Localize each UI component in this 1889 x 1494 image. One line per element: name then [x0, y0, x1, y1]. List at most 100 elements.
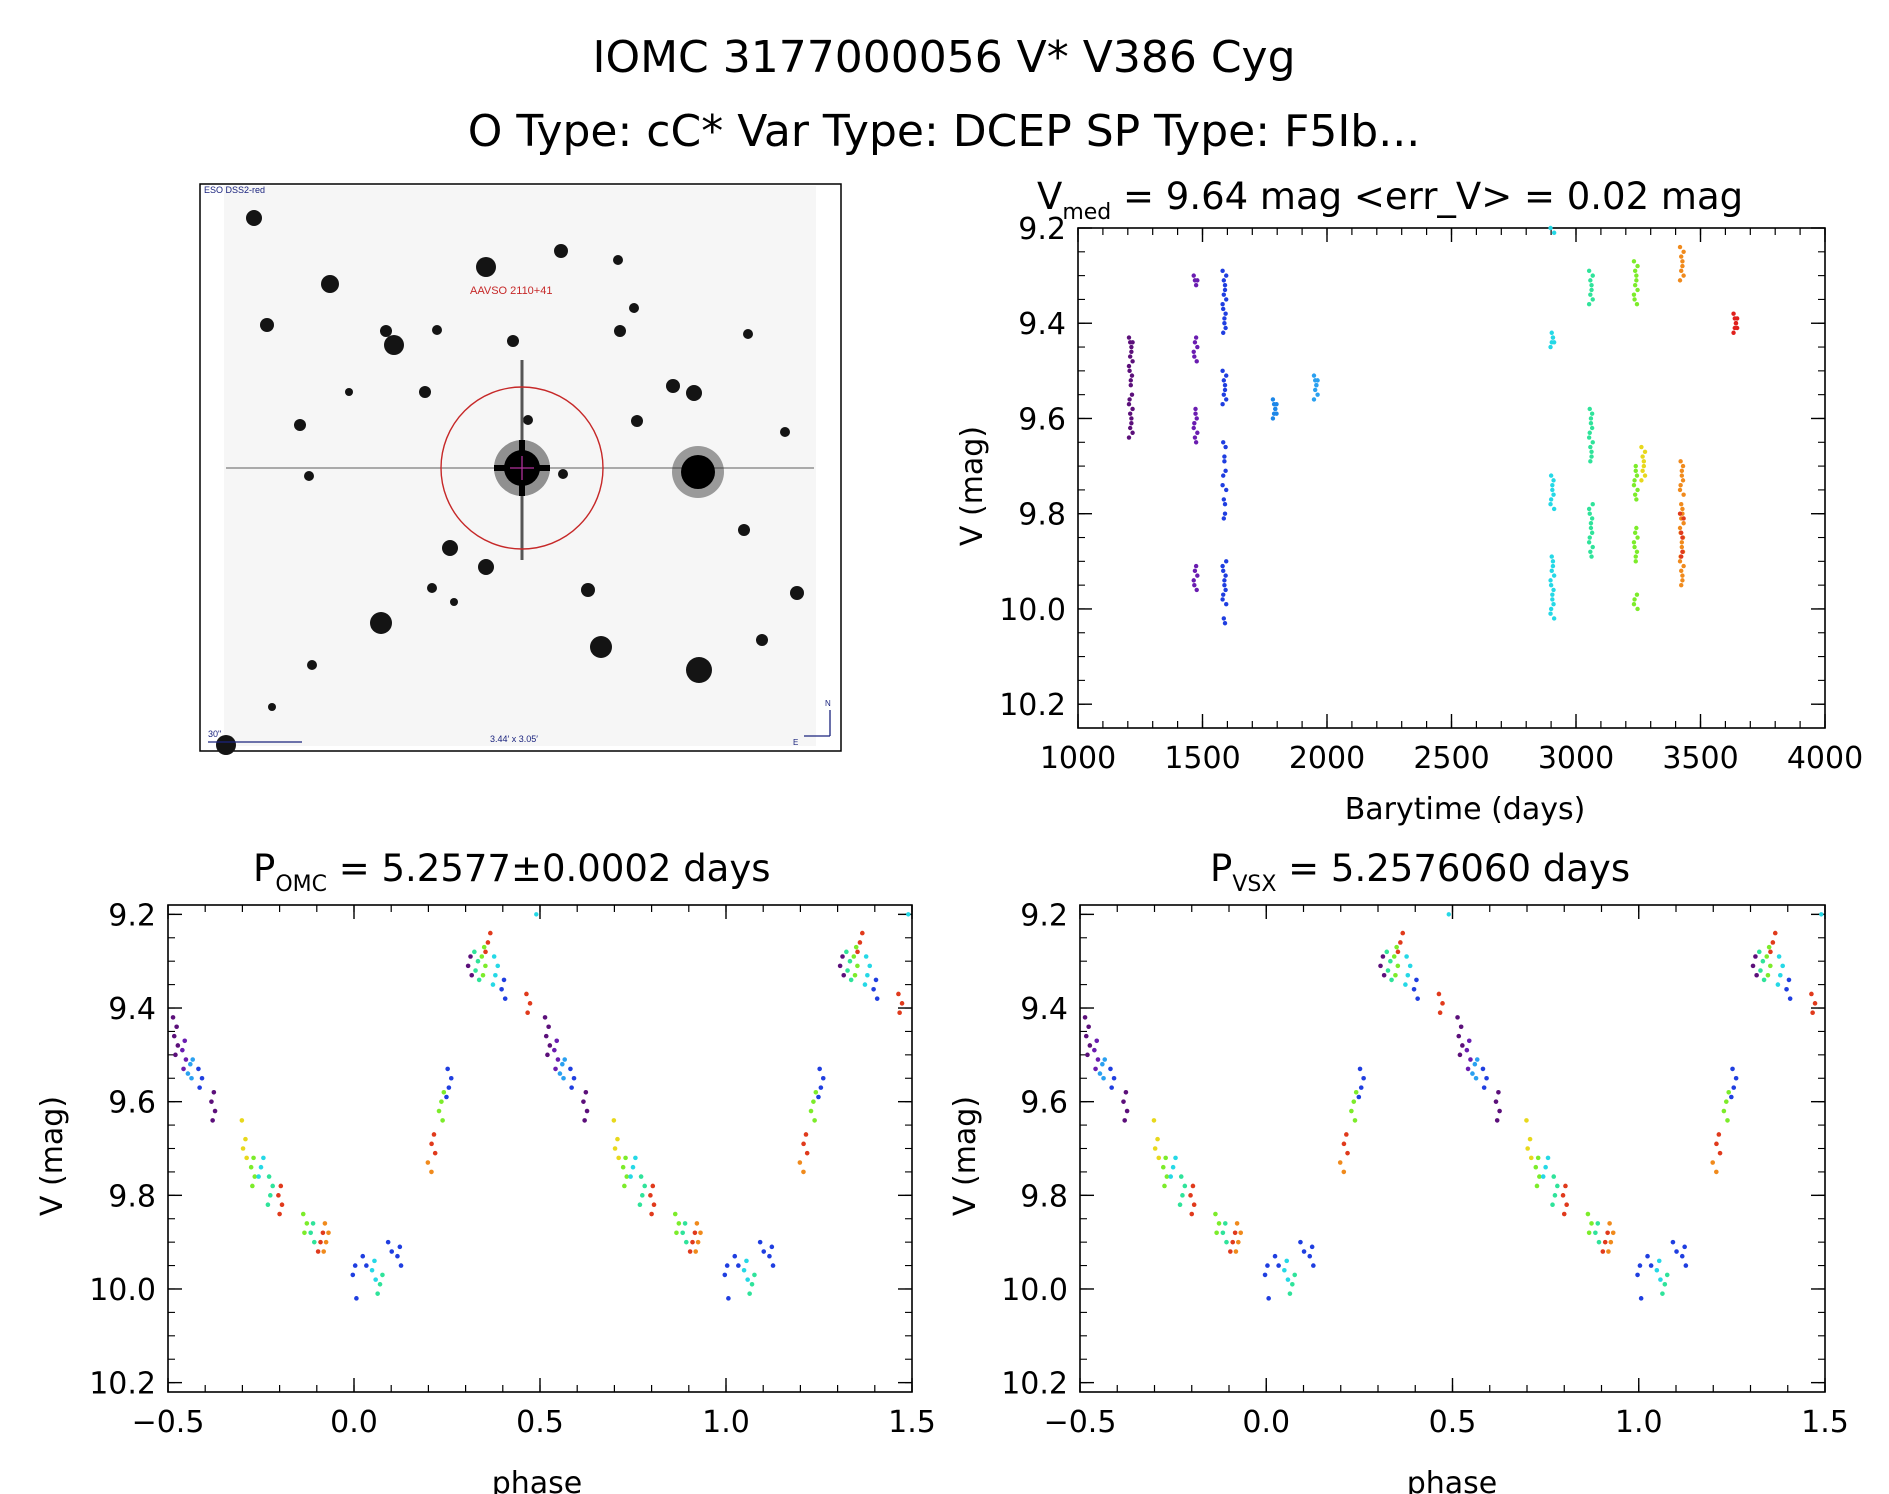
- lightcurve-point: [1589, 554, 1594, 559]
- lightcurve-point: [1223, 573, 1228, 578]
- omc-phase-point: [440, 1118, 445, 1123]
- lightcurve-point: [1129, 349, 1134, 355]
- omc-title-sub: OMC: [275, 872, 327, 897]
- vsx-phase-point: [1607, 1221, 1612, 1226]
- lightcurve-point: [1679, 544, 1685, 550]
- omc-phase-point: [801, 1169, 806, 1175]
- vsx-phase-point: [1648, 1263, 1654, 1268]
- vsx-phase-point: [1403, 982, 1408, 987]
- omc-phase-point: [855, 963, 860, 969]
- lightcurve-point: [1222, 382, 1228, 388]
- field-star: [523, 415, 533, 425]
- vsx-phase-point: [1494, 1118, 1500, 1123]
- lightcurve-point: [1224, 601, 1229, 607]
- field-star: [260, 318, 274, 332]
- vsx-phase-point: [1298, 1239, 1303, 1245]
- vsx-phase-point: [1385, 968, 1391, 973]
- vsx-phase-point: [1378, 963, 1383, 969]
- vsx-phase-point: [1307, 1253, 1313, 1259]
- lightcurve-point: [1274, 411, 1279, 416]
- vsx-phase-point: [1160, 1164, 1166, 1170]
- vsx-phase-point: [1729, 1094, 1734, 1100]
- vsx-phase-point: [1731, 1085, 1737, 1090]
- vsx-phase-point: [1589, 1221, 1594, 1226]
- lightcurve-point: [1680, 463, 1686, 469]
- omc-phase-point: [638, 1174, 644, 1179]
- omc-phase-point: [483, 949, 488, 955]
- vsx-phase-point: [1765, 972, 1771, 978]
- lightcurve-point: [1551, 478, 1556, 483]
- omc-phase-point: [188, 1061, 193, 1067]
- omc-points: [170, 912, 911, 1301]
- vsx-phase-point: [1358, 1085, 1364, 1090]
- lightcurve-point: [1220, 482, 1225, 488]
- lightcurve-point: [1678, 459, 1683, 464]
- vsx-phase-point: [1766, 944, 1772, 950]
- omc-phase-point: [173, 1052, 178, 1058]
- omc-phase-point: [308, 1230, 313, 1236]
- omc-phase-point: [354, 1296, 359, 1301]
- lightcurve-point: [1270, 397, 1276, 402]
- vsx-phase-point: [1545, 1155, 1551, 1161]
- vsx-phase-point: [1087, 1043, 1093, 1048]
- omc-phase-point: [683, 1239, 689, 1245]
- omc-phase-point: [837, 963, 843, 969]
- vsx-phase-point: [1224, 1239, 1229, 1245]
- vsx-phase-point: [1645, 1253, 1650, 1259]
- omc-phase-point: [468, 954, 473, 959]
- vsx-points: [1082, 912, 1824, 1301]
- omc-phase-point: [642, 1183, 647, 1189]
- lightcurve-point: [1194, 587, 1199, 593]
- omc-phase-point: [851, 954, 857, 959]
- field-star: [478, 559, 494, 575]
- vsx-phase-point: [1710, 1160, 1716, 1165]
- field-star: [345, 388, 353, 396]
- lightcurve-point: [1587, 511, 1592, 516]
- omc-phase-point: [431, 1132, 437, 1137]
- omc-phase-point: [310, 1221, 316, 1226]
- omc-phase-point: [769, 1244, 775, 1250]
- lc-ytick-label: 9.2: [1018, 212, 1066, 247]
- vsx-phase-point: [1756, 949, 1762, 955]
- lightcurve-point: [1632, 492, 1638, 497]
- lightcurve-point: [1221, 330, 1226, 335]
- omc-phase-point: [276, 1193, 281, 1198]
- finder-chart-image: ESO DSS2-red AAVSO 2110+41 30" 3.44′ x 3…: [199, 183, 842, 755]
- vsx-phase-point: [1754, 972, 1759, 978]
- vsx-phase-point: [1190, 1183, 1196, 1189]
- omc-phase-point: [690, 1239, 695, 1245]
- vsx-phase-point: [1470, 1071, 1475, 1076]
- vsx-phase-point: [1082, 1015, 1088, 1020]
- vsx-phase-point: [1674, 1249, 1679, 1254]
- lightcurve-point: [1588, 421, 1594, 426]
- lightcurve-point: [1680, 535, 1685, 540]
- omc-phase-point: [326, 1230, 331, 1236]
- lightcurve-point: [1127, 397, 1132, 402]
- lightcurve-point: [1588, 525, 1594, 531]
- vsx-phase-point: [1341, 1141, 1347, 1147]
- vsx-title: PVSX = 5.2576060 days: [1210, 847, 1630, 897]
- vsx-ytick-label: 10.2: [1001, 1367, 1068, 1402]
- vsx-phase-point: [1357, 1066, 1363, 1072]
- lightcurve-point: [1221, 616, 1227, 621]
- field-star: [738, 524, 750, 536]
- omc-phase-point: [562, 1057, 568, 1062]
- omc-phase-point: [623, 1155, 628, 1161]
- omc-phase-point: [584, 1108, 590, 1114]
- lightcurve-point: [1640, 454, 1645, 459]
- vsx-phase-point: [1381, 972, 1387, 978]
- lightcurve-point: [1129, 416, 1134, 421]
- vsx-phase-point: [1092, 1047, 1097, 1053]
- omc-phase-point: [860, 930, 865, 936]
- vsx-phase-point: [1525, 1146, 1530, 1151]
- lightcurve-point: [1590, 273, 1595, 278]
- omc-phase-point: [372, 1258, 377, 1264]
- lightcurve-point: [1642, 449, 1648, 455]
- lightcurve-point: [1731, 330, 1736, 335]
- lightcurve-point: [1127, 354, 1133, 359]
- omc-phase-point: [568, 1066, 573, 1072]
- vsx-phase-point: [1679, 1253, 1685, 1259]
- vsx-phase-point: [1097, 1071, 1103, 1076]
- vsx-phase-point: [1391, 954, 1397, 959]
- vsx-phase-point: [1550, 1202, 1555, 1207]
